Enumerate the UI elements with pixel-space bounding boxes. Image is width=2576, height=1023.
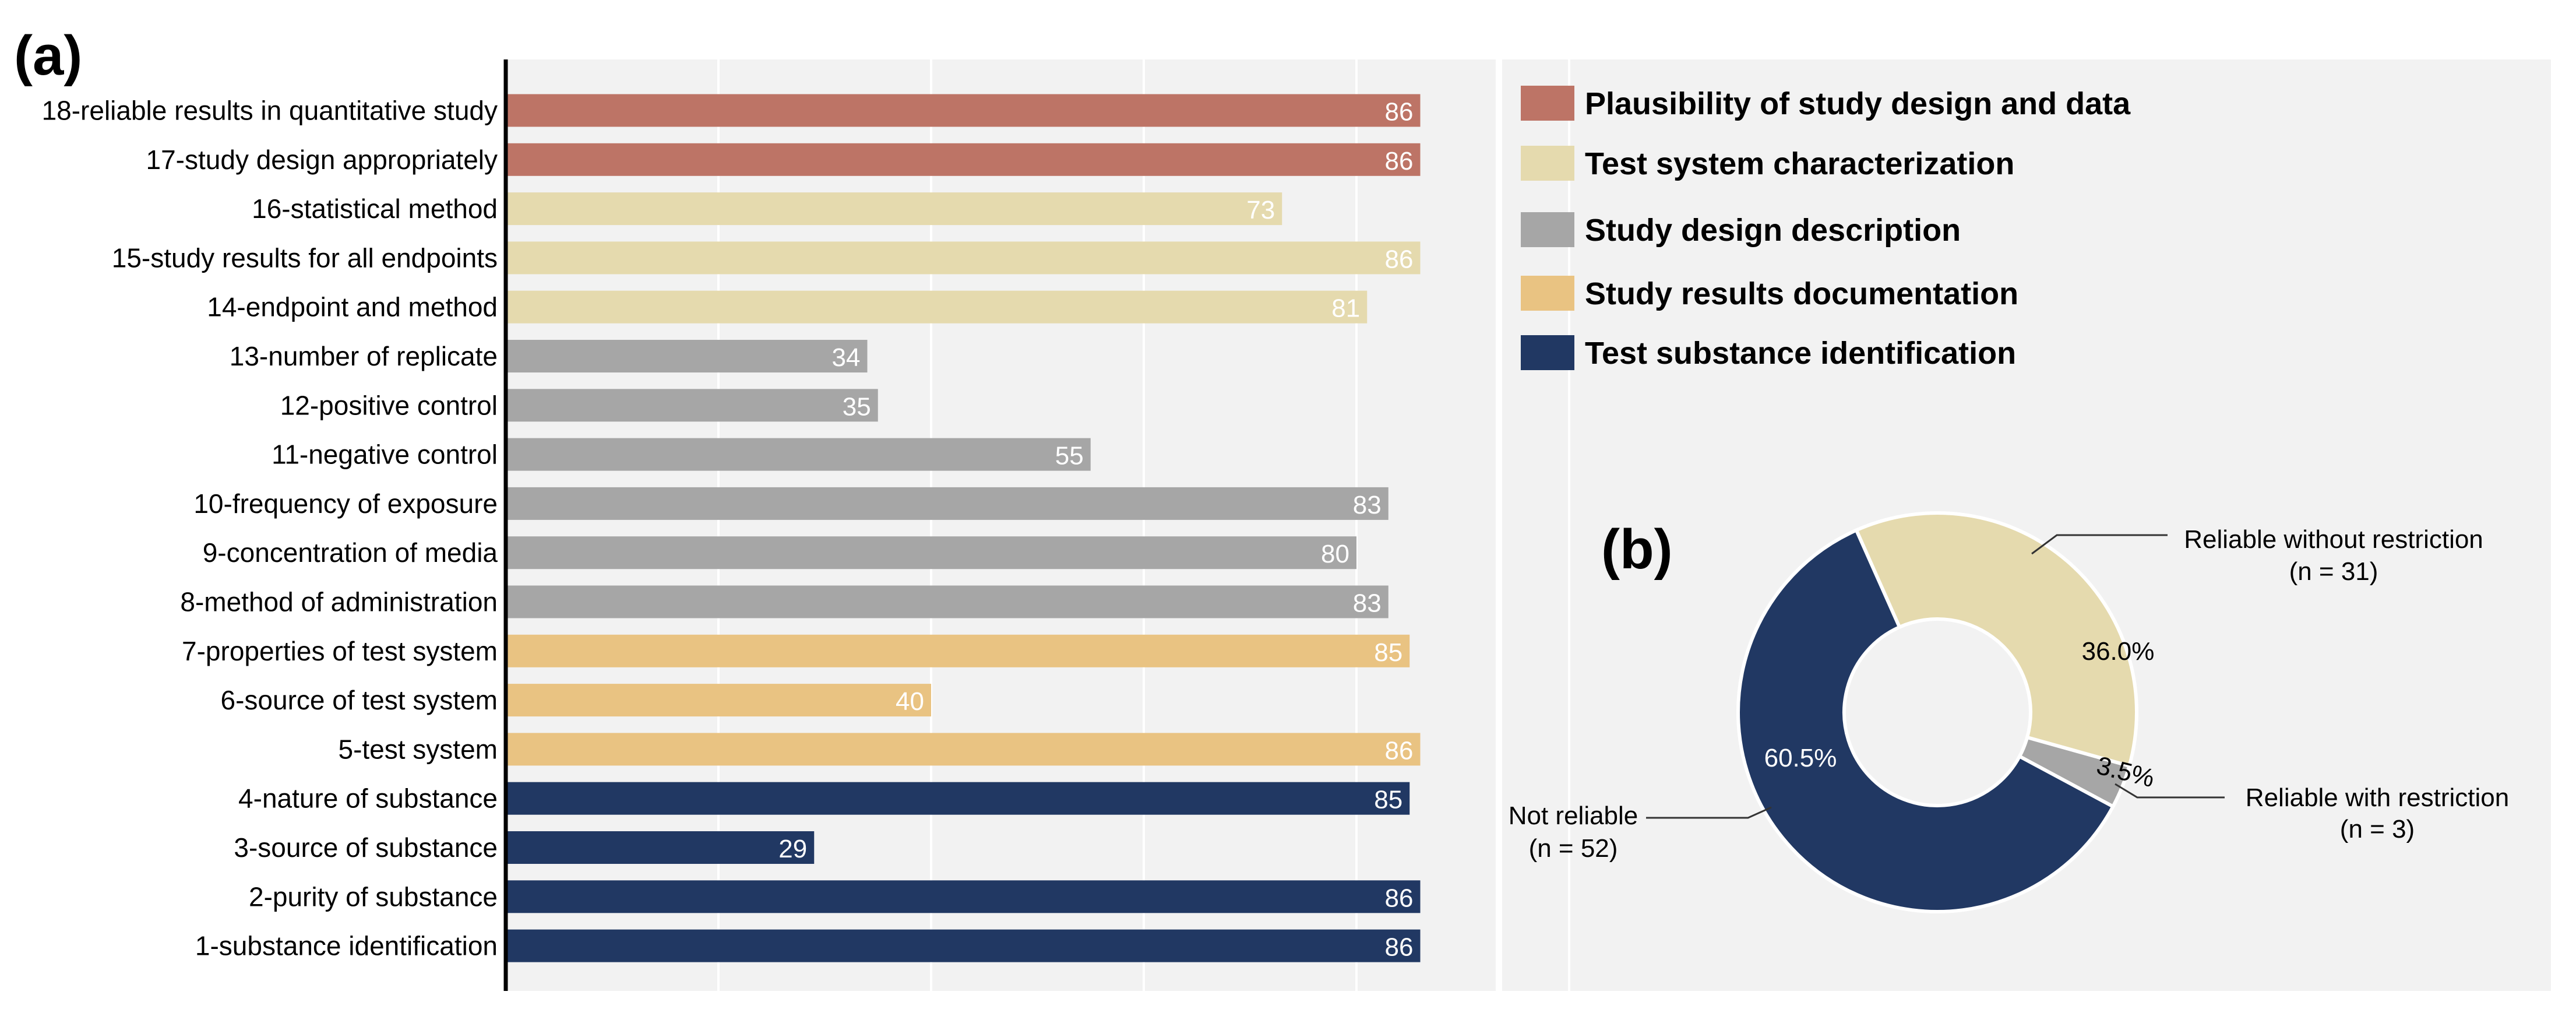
bar-value-label: 55 (1055, 442, 1084, 470)
slice-label: Not reliable (1509, 801, 1638, 830)
category-label: 3-source of substance (234, 832, 498, 863)
bar (506, 143, 1421, 176)
bar-series: 18-reliable results in quantitative stud… (42, 94, 1421, 962)
slice-count-label: (n = 52) (1529, 834, 1618, 863)
legend-label: Plausibility of study design and data (1585, 86, 2131, 121)
bar (506, 192, 1282, 226)
slice-label: Reliable without restriction (2184, 525, 2483, 554)
category-label: 14-endpoint and method (207, 292, 498, 322)
bar (506, 94, 1421, 127)
legend-swatch (1521, 276, 1574, 311)
bar (506, 241, 1421, 275)
bar-value-label: 83 (1353, 491, 1382, 519)
legend-swatch (1521, 335, 1574, 370)
category-label: 5-test system (338, 734, 498, 764)
category-label: 15-study results for all endpoints (112, 242, 498, 273)
slice-percent-label: 36.0% (2082, 637, 2155, 666)
bar-value-label: 80 (1321, 540, 1349, 568)
legend: Plausibility of study design and data Tes… (1521, 86, 2131, 371)
category-label: 11-negative control (272, 440, 498, 470)
bar (506, 634, 1410, 667)
panel-label-a: (a) (14, 24, 82, 87)
bar-value-label: 86 (1385, 98, 1414, 126)
legend-swatch (1521, 86, 1574, 121)
category-label: 2-purity of substance (249, 881, 498, 912)
slice-count-label: (n = 3) (2340, 815, 2415, 843)
bar (506, 487, 1389, 520)
slice-label: Reliable with restriction (2246, 783, 2509, 812)
bar-value-label: 86 (1385, 147, 1414, 175)
bar-value-label: 35 (843, 392, 871, 421)
category-label: 6-source of test system (221, 685, 498, 715)
bar (506, 536, 1356, 569)
category-label: 13-number of replicate (230, 341, 498, 371)
bar-value-label: 85 (1374, 638, 1402, 667)
category-label: 4-nature of substance (238, 783, 498, 814)
bar-value-label: 86 (1385, 736, 1414, 765)
bar (506, 290, 1368, 324)
bar-value-label: 86 (1385, 245, 1414, 273)
leader-line (2031, 534, 2168, 555)
category-label: 7-properties of test system (182, 636, 498, 666)
bar-value-label: 81 (1331, 294, 1360, 323)
leader-line (1646, 806, 1772, 819)
slice-count-label: (n = 31) (2289, 557, 2378, 586)
bar (506, 438, 1091, 471)
bar-value-label: 83 (1353, 589, 1382, 618)
legend-swatch (1521, 212, 1574, 247)
bar (506, 340, 868, 372)
pie-slice (1736, 528, 2116, 913)
bar-value-label: 29 (778, 835, 807, 863)
legend-label: Test substance identification (1585, 336, 2016, 371)
bar (506, 585, 1389, 618)
legend-label: Study results documentation (1585, 276, 2018, 311)
legend-label: Study design description (1585, 213, 1961, 248)
bar-value-label: 73 (1246, 196, 1275, 224)
bar (506, 880, 1421, 913)
slice-percent-label: 60.5% (1764, 744, 1837, 772)
legend-label: Test system characterization (1585, 146, 2014, 181)
panel-label-b: (b) (1601, 518, 1673, 581)
bar-value-label: 86 (1385, 933, 1414, 962)
legend-swatch (1521, 146, 1574, 181)
bar (506, 389, 878, 422)
bar (506, 684, 931, 717)
category-label: 8-method of administration (180, 587, 498, 617)
bar-value-label: 34 (832, 343, 861, 372)
bar (506, 831, 815, 864)
bar (506, 733, 1421, 766)
bar-value-label: 85 (1374, 786, 1402, 814)
bar (506, 782, 1410, 815)
bar (506, 929, 1421, 962)
category-label: 1-substance identification (195, 931, 498, 961)
category-label: 17-study design appropriately (146, 145, 498, 175)
category-label: 18-reliable results in quantitative stud… (42, 96, 498, 126)
bar-value-label: 40 (896, 687, 924, 716)
category-label: 10-frequency of exposure (193, 488, 498, 519)
category-label: 16-statistical method (252, 194, 498, 224)
pie-slice (1853, 511, 2138, 768)
bar-value-label: 86 (1385, 884, 1414, 912)
category-label: 9-concentration of media (203, 537, 498, 568)
category-label: 12-positive control (280, 390, 498, 420)
leader-line (2115, 783, 2225, 799)
